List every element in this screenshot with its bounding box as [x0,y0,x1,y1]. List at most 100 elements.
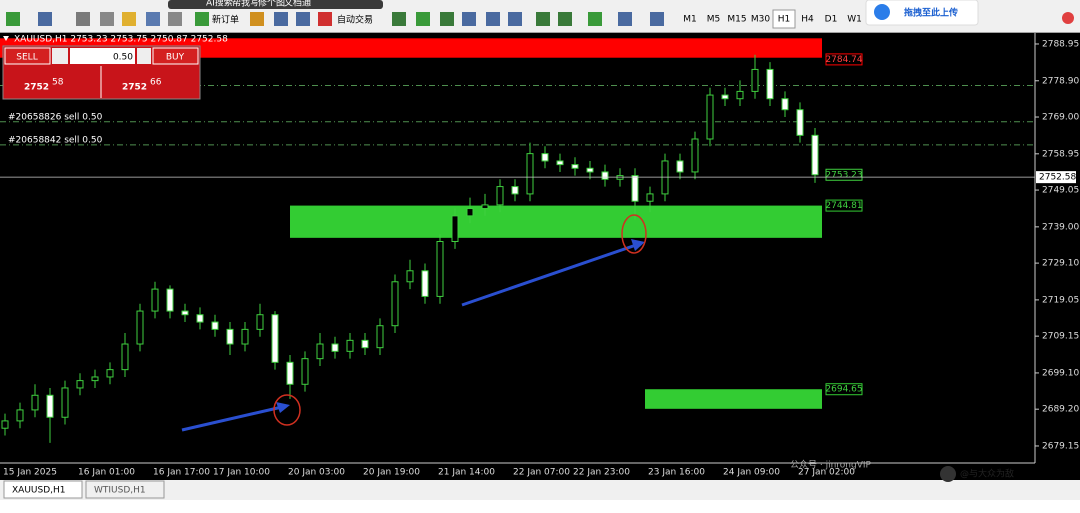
x-tick-label: 22 Jan 23:00 [573,468,630,478]
candle-body [331,343,339,352]
candle-body [61,387,69,418]
y-tick-label: 2689.20 [1042,405,1079,415]
y-tick-label: 2719.05 [1042,295,1079,305]
candle-body [316,343,324,360]
candle-body [781,98,789,111]
candle-body [286,361,294,385]
timeframe-button[interactable]: M1 [683,15,697,25]
watermark-icon [940,466,956,482]
upload-badge[interactable] [865,0,979,26]
browser-bar-item[interactable]: AI搜索 [206,0,233,9]
level-label-box [825,199,863,212]
x-tick-label: 27 Jan 02:00 [798,468,855,478]
tab-label[interactable]: WTIUSD,H1 [94,486,146,496]
candle-body [631,175,639,202]
timeframe-button[interactable]: H1 [778,15,791,25]
notification-dot [1062,12,1074,24]
candle-body [181,310,189,316]
candle-body [586,167,594,173]
browser-bar-item[interactable]: 文档通 [284,0,311,9]
bid-small: 58 [52,78,64,88]
candle-body [31,394,39,411]
candle-body [736,90,744,100]
candle-body [376,325,384,349]
level-label: 2784.74 [825,55,862,65]
new-order-button[interactable]: 新订单 [212,14,239,26]
zone [0,38,822,58]
candle-body [526,153,534,195]
x-tick-label: 17 Jan 10:00 [213,468,270,478]
y-tick-label: 2788.95 [1042,39,1079,49]
y-tick-label: 2729.10 [1042,259,1079,269]
timeframe-button[interactable]: W1 [847,15,862,25]
upload-icon [874,4,890,20]
timeframe-button[interactable]: D1 [825,15,838,25]
candle-body [121,343,129,371]
level-label: 2744.81 [825,201,862,211]
candle-body [1,420,9,429]
candle-body [541,153,549,162]
status-strip [0,500,1080,509]
x-tick-label: 21 Jan 14:00 [438,468,495,478]
x-tick-label: 20 Jan 19:00 [363,468,420,478]
candle-body [796,109,804,136]
timeframe-button[interactable]: H4 [801,15,814,25]
x-tick-label: 20 Jan 03:00 [288,468,345,478]
x-tick-label: 16 Jan 01:00 [78,468,135,478]
tab[interactable] [3,480,83,499]
ask-big: 2752 [122,83,147,93]
candle-body [481,204,489,210]
candle-body [271,314,279,363]
y-tick-label: 2679.15 [1042,441,1079,451]
candle-body [466,208,474,217]
timeframe-button[interactable]: M30 [751,15,770,25]
candle-body [436,241,444,297]
watermark-account: 公众号 · jinrongVIP [790,460,872,471]
buy-label[interactable]: BUY [166,53,185,63]
y-tick-label: 2758.95 [1042,149,1079,159]
volume-down[interactable] [52,48,68,64]
timeframe-button[interactable]: M15 [727,15,746,25]
ask-small: 66 [150,78,162,88]
bid-big: 2752 [24,83,49,93]
timeframe-group: M1 M5 M15 M30 H1 H4 D1 W1 [683,9,862,29]
candle-body [556,160,564,166]
auto-trading-button[interactable]: 自动交易 [337,14,373,26]
candle-body [196,314,204,323]
candle-body [136,310,144,345]
level-label-box [825,53,863,66]
volume-value[interactable]: 0.50 [113,53,133,63]
order-label: #20658842 sell 0.50 [8,135,103,145]
buy-button[interactable] [152,47,199,65]
volume-input[interactable] [70,48,135,64]
browser-bar-item[interactable]: 帮我写 [232,0,259,9]
x-tick-label: 22 Jan 07:00 [513,468,570,478]
current-price-box [1036,171,1076,184]
candle-body [601,171,609,180]
toolbar-border [0,32,1080,33]
browser-bar-item[interactable]: 修个图 [258,0,285,9]
candle-body [226,328,234,345]
y-tick-label: 2699.10 [1042,368,1079,378]
candle-body [646,193,654,202]
one-click-panel [2,45,201,100]
chart-menu-icon [3,36,9,41]
y-tick-label: 2749.05 [1042,186,1079,196]
sell-label[interactable]: SELL [16,53,37,63]
sell-button[interactable] [4,47,51,65]
tab-label[interactable]: XAUUSD,H1 [12,486,66,496]
timeframe-button[interactable]: M5 [707,15,721,25]
x-tick-label: 24 Jan 09:00 [723,468,780,478]
candle-body [676,160,684,173]
y-tick-label: 2739.00 [1042,222,1079,232]
upload-text: 拖拽至此上传 [904,7,958,19]
candle-body [811,134,819,176]
volume-up[interactable] [137,48,151,64]
candle-body [256,314,264,330]
x-tick-label: 15 Jan 2025 [3,468,57,478]
candle-body [241,328,249,345]
candle-body [706,94,714,140]
y-tick-label: 2769.00 [1042,113,1079,123]
tab[interactable] [85,480,165,499]
